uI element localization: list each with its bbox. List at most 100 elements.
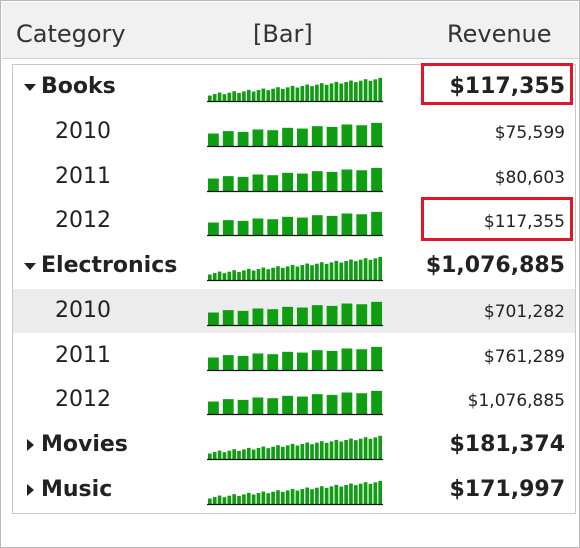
spark-bar <box>261 491 266 504</box>
revenue-value: $181,374 <box>449 432 565 457</box>
spark-bar <box>356 170 368 191</box>
spark-bar <box>252 174 264 191</box>
spark-bar <box>271 491 275 504</box>
spark-bar <box>222 399 234 414</box>
spark-bar <box>373 437 378 459</box>
spark-bar <box>266 269 271 280</box>
spark-bar <box>341 124 353 146</box>
spark-bar <box>315 263 319 280</box>
group-row-electronics[interactable]: Electronics $1,076,885 <box>13 244 575 288</box>
spark-bar <box>232 270 236 280</box>
revenue-value: $117,355 <box>449 74 565 99</box>
spark-bar <box>334 484 339 504</box>
category-column-header[interactable]: Category <box>16 20 126 48</box>
spark-bar <box>329 83 334 101</box>
spark-bar <box>267 219 279 235</box>
spark-bar <box>290 264 295 280</box>
year-row-2012[interactable]: 2012 $117,355 <box>13 199 575 243</box>
spark-bar <box>212 94 217 101</box>
spark-bar <box>341 169 353 191</box>
spark-bar <box>349 259 353 280</box>
spark-bar <box>282 306 293 325</box>
bar-sparkline <box>207 256 383 282</box>
revenue-column-header[interactable]: Revenue <box>447 20 552 48</box>
spark-bar <box>319 486 324 504</box>
category-label: 2012 <box>55 208 111 233</box>
collapse-triangle-icon[interactable] <box>22 258 38 274</box>
collapse-triangle-icon[interactable] <box>22 79 38 95</box>
spark-bar <box>305 487 309 504</box>
spark-bar <box>371 301 382 325</box>
spark-bar <box>356 125 368 146</box>
spark-bar <box>246 268 251 280</box>
year-row-2011[interactable]: 2011 $80,603 <box>13 155 575 199</box>
year-row-2010[interactable]: 2010 $75,599 <box>13 110 575 154</box>
spark-bar <box>266 493 271 504</box>
spark-bar <box>329 486 334 504</box>
spark-bar <box>363 258 368 280</box>
bar-column-header[interactable]: [Bar] <box>253 20 313 48</box>
spark-bar <box>356 304 368 325</box>
year-row-2012[interactable]: 2012 $1,076,885 <box>13 378 575 422</box>
spark-bar <box>344 82 348 101</box>
expand-triangle-icon[interactable] <box>22 437 38 453</box>
spark-bar <box>329 262 334 280</box>
spark-bar <box>363 482 368 504</box>
spark-bar <box>368 438 373 459</box>
spark-bar <box>326 305 338 325</box>
spark-bar <box>334 439 339 459</box>
spark-bar <box>371 211 382 235</box>
expand-triangle-icon[interactable] <box>22 482 38 498</box>
revenue-value: $171,997 <box>449 477 565 502</box>
spark-bar <box>349 80 353 101</box>
group-row-movies[interactable]: Movies $181,374 <box>13 423 575 467</box>
spark-bar <box>232 91 236 101</box>
spark-bar <box>217 271 222 280</box>
spark-bar <box>267 309 279 325</box>
spark-bar <box>373 482 378 504</box>
spark-bar <box>290 488 295 504</box>
spark-bar <box>311 305 323 325</box>
revenue-value: $761,289 <box>483 347 565 367</box>
spark-bar <box>222 94 227 101</box>
spark-bar <box>208 453 212 459</box>
spark-bar <box>326 215 338 235</box>
spark-bar <box>251 449 256 459</box>
spark-bar <box>222 220 234 235</box>
category-label: Electronics <box>41 253 178 278</box>
spark-bar <box>281 267 285 280</box>
spark-bar <box>344 440 348 459</box>
spark-bar <box>282 216 293 235</box>
bar-sparkline <box>207 167 383 193</box>
spark-bar <box>373 79 378 101</box>
spark-bar <box>311 171 323 191</box>
spark-bar <box>319 262 324 280</box>
spark-bar <box>208 274 212 280</box>
spark-bar <box>271 267 275 280</box>
spark-bar <box>300 489 305 504</box>
spark-bar <box>339 441 344 459</box>
spark-bar <box>349 483 353 504</box>
spark-bar <box>212 452 217 459</box>
revenue-value: $80,603 <box>494 168 565 188</box>
spark-bar <box>311 126 323 146</box>
spark-bar <box>222 273 227 280</box>
spark-bar <box>326 126 338 146</box>
spark-bar <box>290 85 295 101</box>
spark-bar <box>276 490 280 504</box>
spark-bar <box>251 270 256 280</box>
bar-sparkline <box>207 77 383 103</box>
spark-bar <box>222 355 234 370</box>
spark-bar <box>344 261 348 280</box>
year-row-2011[interactable]: 2011 $761,289 <box>13 334 575 378</box>
year-row-2010[interactable]: 2010 $701,282 <box>13 289 575 333</box>
spark-bar <box>305 84 309 101</box>
spark-bar <box>256 269 261 280</box>
spark-bar <box>256 448 261 459</box>
spark-bar <box>217 450 222 459</box>
spark-bar <box>217 495 222 504</box>
spark-bar <box>358 80 363 101</box>
group-row-music[interactable]: Music $171,997 <box>13 468 575 512</box>
group-row-books[interactable]: Books $117,355 <box>13 65 575 109</box>
spark-bar <box>349 438 353 459</box>
